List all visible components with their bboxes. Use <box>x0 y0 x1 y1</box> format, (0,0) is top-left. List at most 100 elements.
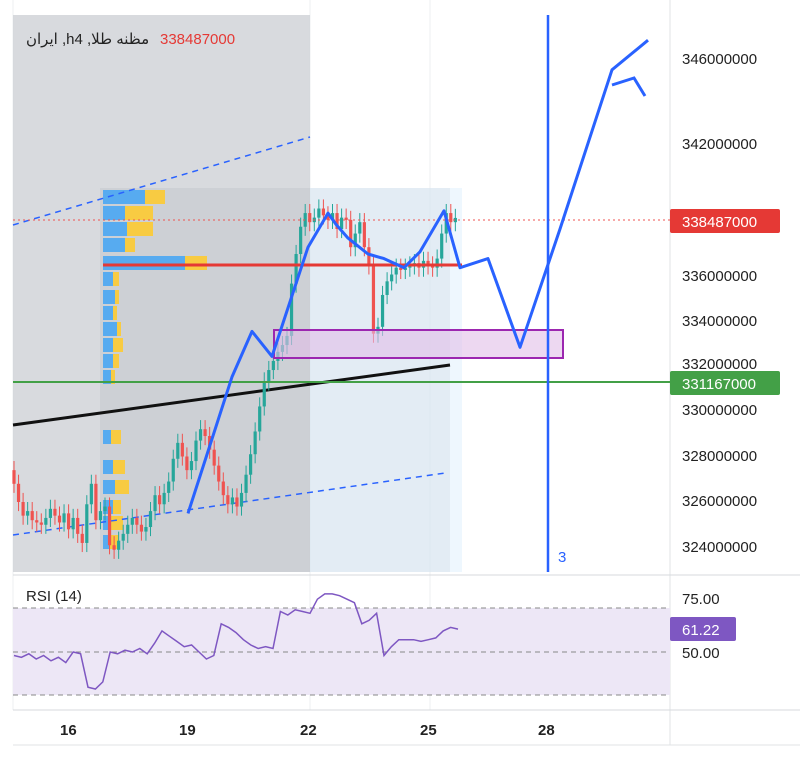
candle <box>94 483 98 521</box>
support-price-badge-text: 331167000 <box>682 376 756 393</box>
candle <box>344 217 348 220</box>
volume-profile-bar <box>127 222 153 236</box>
last-price-badge-text: 338487000 <box>682 214 757 231</box>
candle <box>426 260 430 266</box>
candle <box>62 513 66 523</box>
candle <box>226 495 230 505</box>
volume-profile-bar <box>103 222 127 236</box>
candle <box>235 497 239 507</box>
y-tick: 336000000 <box>682 268 757 285</box>
y-tick: 334000000 <box>682 313 757 330</box>
candle <box>340 217 344 229</box>
volume-profile-bar <box>103 306 113 320</box>
volume-profile-bar <box>103 430 111 444</box>
volume-profile-bar <box>113 354 119 368</box>
candle <box>330 213 335 220</box>
rsi-tick: 50.00 <box>682 645 720 662</box>
candle <box>85 504 89 543</box>
candle <box>244 474 248 493</box>
candle <box>435 258 439 268</box>
candle <box>408 265 412 268</box>
y-tick: 342000000 <box>682 136 757 153</box>
candle <box>321 208 325 216</box>
candle <box>121 533 125 541</box>
candle <box>103 506 107 512</box>
volume-profile-bar <box>103 290 115 304</box>
candle <box>294 254 298 284</box>
candle <box>317 208 321 218</box>
candle <box>217 465 221 482</box>
candle <box>362 222 366 248</box>
volume-profile-bar <box>113 460 125 474</box>
candle <box>390 274 394 282</box>
candle <box>158 495 162 505</box>
candle <box>394 267 398 275</box>
volume-profile-bar <box>113 306 117 320</box>
x-tick: 22 <box>300 722 317 739</box>
rsi-value-badge <box>670 617 736 641</box>
candle <box>180 442 184 457</box>
rsi-title: RSI (14) <box>26 588 82 605</box>
candle <box>53 508 57 516</box>
volume-profile-bar <box>125 238 135 252</box>
candle <box>57 515 62 523</box>
rsi-value-text: 61.22 <box>682 622 720 639</box>
candle <box>267 370 271 382</box>
projection-path[interactable] <box>186 39 649 514</box>
volume-profile-bar <box>145 190 165 204</box>
candle <box>21 502 25 516</box>
rsi-line <box>13 593 459 690</box>
candle <box>107 506 112 546</box>
volume-profile-bar <box>103 338 113 352</box>
candle <box>230 497 234 505</box>
candle <box>189 461 194 471</box>
candle <box>431 265 435 268</box>
volume-profile-bar <box>103 354 113 368</box>
y-tick: 330000000 <box>682 402 757 419</box>
channel-lower-line[interactable] <box>12 472 446 536</box>
candle <box>126 524 130 534</box>
candle <box>253 431 257 455</box>
candle <box>167 481 171 493</box>
x-axis: 16 19 22 25 28 <box>60 722 555 739</box>
y-tick: 326000000 <box>682 493 757 510</box>
candle <box>271 360 275 371</box>
candle <box>249 454 253 475</box>
volume-profile-bar <box>103 460 113 474</box>
candle <box>117 540 121 550</box>
candle <box>30 511 34 521</box>
volume-profile-bar <box>103 206 125 220</box>
black-trendline[interactable] <box>12 363 451 427</box>
candle <box>144 527 148 532</box>
candle <box>239 492 244 507</box>
volume-profile-bar <box>103 535 109 549</box>
candle <box>262 381 266 407</box>
candle <box>371 265 376 334</box>
candle <box>440 233 444 259</box>
candle <box>171 458 175 482</box>
volume-profile-bar <box>115 480 129 494</box>
volume-profile-bar <box>111 516 123 530</box>
arrow-head <box>611 76 647 97</box>
candle <box>221 481 225 496</box>
y-tick: 332000000 <box>682 356 757 373</box>
volume-profile-bar <box>113 500 121 514</box>
last-price-badge <box>670 209 780 233</box>
volume-profile-bar <box>103 370 111 384</box>
y-tick: 346000000 <box>682 51 757 68</box>
candle <box>349 219 353 248</box>
volume-profile-bar <box>125 206 153 220</box>
candle <box>71 517 75 530</box>
candle <box>367 247 371 266</box>
volume-profile-bar <box>113 272 119 286</box>
volume-profile-bar <box>185 256 207 270</box>
volume-profile-bar <box>117 322 121 336</box>
channel-upper-line[interactable] <box>12 136 311 226</box>
candle <box>198 429 203 441</box>
symbol-label: ایران ,hمظنه طلا, 4 <box>26 31 149 48</box>
candle <box>35 520 39 523</box>
candle <box>380 294 385 327</box>
header-last-price: 338487000 <box>160 31 235 48</box>
volume-profile-bar <box>111 370 115 384</box>
